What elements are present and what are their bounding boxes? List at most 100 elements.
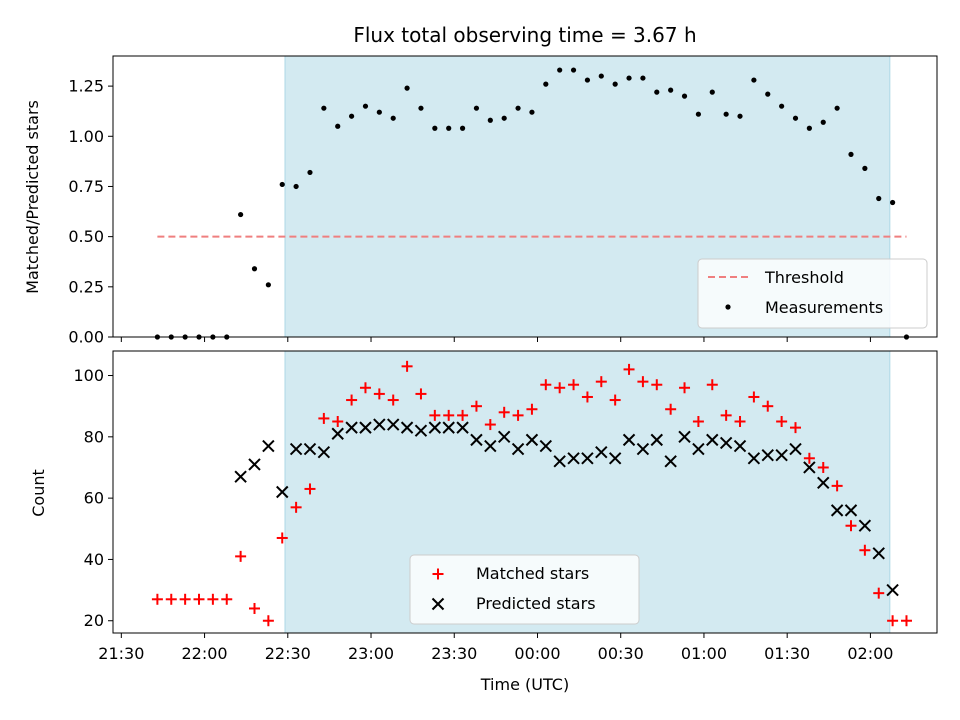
x-axis-label: Time (UTC): [480, 675, 569, 694]
measurement-point: [792, 115, 799, 121]
matched-star-point: [359, 382, 371, 394]
predicted-star-point: [719, 436, 733, 450]
matched-star-point: [387, 394, 399, 406]
matched-star-point: [498, 406, 510, 418]
matched-star-point: [762, 400, 774, 412]
predicted-star-point: [830, 504, 844, 517]
top-y-tick-label: 0.50: [68, 227, 104, 246]
measurement-point: [376, 109, 382, 115]
x-tick-label: 00:30: [598, 644, 644, 663]
predicted-star-point: [331, 427, 344, 440]
matched-star-point: [554, 382, 566, 394]
measurement-point: [626, 75, 632, 81]
measurement-point: [362, 103, 369, 109]
measurement-point: [640, 75, 646, 81]
measurement-point: [404, 85, 410, 91]
matched-star-point: [790, 422, 802, 434]
measurement-point: [765, 91, 771, 97]
measurement-point: [473, 105, 480, 111]
matched-star-point: [193, 593, 205, 605]
matched-star-point: [276, 532, 288, 544]
matched-star-point: [817, 461, 829, 473]
measurement-point: [487, 117, 493, 123]
predicted-star-point: [428, 421, 442, 434]
matched-star-point: [540, 379, 552, 391]
matched-star-point: [900, 615, 912, 627]
measurement-point: [612, 81, 618, 87]
predicted-star-point: [276, 485, 289, 499]
matched-star-point: [873, 587, 885, 599]
x-tick-label: 00:00: [514, 644, 560, 663]
matched-star-point: [831, 480, 843, 492]
matched-star-point: [443, 409, 455, 421]
measurement-point: [321, 105, 327, 111]
predicted-star-point: [636, 442, 650, 456]
predicted-star-point: [733, 439, 747, 453]
matched-star-point: [845, 520, 857, 532]
predicted-star-point: [789, 442, 802, 456]
predicted-star-point: [345, 421, 358, 434]
top-panel: 0.00 0.25 0.50 0.75 1.00 1.25 Threshold Measure…: [68, 55, 938, 347]
top-y-axis-label: Matched/Predicted stars: [23, 100, 42, 294]
predicted-star-point: [511, 442, 525, 456]
predicted-star-point: [775, 449, 788, 462]
measurement-point: [238, 211, 244, 218]
matched-star-point: [706, 379, 718, 391]
top-y-tick-label: 1.00: [68, 127, 104, 146]
matched-star-point: [401, 360, 413, 372]
top-y-tick-label: 0.75: [68, 177, 104, 196]
predicted-star-point: [400, 421, 414, 434]
measurement-point: [348, 113, 355, 119]
matched-star-point: [609, 394, 621, 406]
measurement-point: [598, 73, 604, 79]
matched-star-point: [581, 391, 593, 403]
measurement-point: [446, 125, 452, 131]
measurement-point: [584, 77, 591, 83]
matched-star-point: [207, 593, 219, 605]
matched-star-point: [179, 593, 191, 605]
measurement-point: [876, 195, 882, 202]
measurement-point: [695, 111, 702, 117]
top-y-tick-label: 1.25: [68, 77, 104, 96]
matched-star-point: [734, 416, 746, 427]
predicted-star-point: [234, 470, 247, 483]
legend-measurements-label: Measurements: [765, 298, 883, 317]
predicted-star-point: [678, 430, 691, 444]
x-tick-label: 01:00: [681, 644, 727, 663]
measurement-point: [501, 115, 507, 121]
top-legend: [697, 258, 928, 329]
matched-star-point: [165, 593, 177, 605]
matched-star-point: [248, 602, 260, 614]
predicted-star-point: [608, 452, 622, 465]
measurement-point: [751, 77, 757, 83]
measurement-point: [418, 105, 424, 111]
predicted-star-point: [414, 424, 428, 437]
measurement-point: [862, 165, 868, 171]
measurement-point: [335, 123, 341, 129]
predicted-star-point: [359, 421, 372, 434]
predicted-star-point: [706, 433, 719, 447]
x-tick-label: 22:30: [265, 644, 311, 663]
legend-threshold-label: Threshold: [764, 268, 844, 287]
matched-star-point: [887, 615, 899, 627]
predicted-star-point: [553, 455, 566, 468]
matched-star-point: [595, 376, 607, 388]
measurement-point: [654, 89, 660, 95]
predicted-star-point: [858, 519, 872, 532]
matched-star-point: [346, 394, 358, 406]
predicted-star-point: [248, 458, 261, 471]
predicted-star-point: [595, 445, 608, 459]
matched-star-point: [803, 452, 815, 464]
bottom-y-tick-label: 20: [84, 611, 104, 630]
measurement-point: [681, 93, 688, 99]
matched-star-point: [859, 544, 871, 556]
predicted-star-point: [470, 433, 483, 447]
predicted-star-point: [581, 452, 594, 465]
bottom-panel: 20 40 60 80 100 21:30 22:00 22:30 23:00 23:30 00:0…: [73, 350, 938, 663]
legend-matched-swatch: [432, 568, 444, 580]
x-tick-label: 23:30: [431, 644, 477, 663]
x-tick-label: 21:30: [98, 644, 144, 663]
predicted-star-point: [747, 452, 761, 465]
top-y-tick-label: 0.25: [68, 277, 104, 296]
